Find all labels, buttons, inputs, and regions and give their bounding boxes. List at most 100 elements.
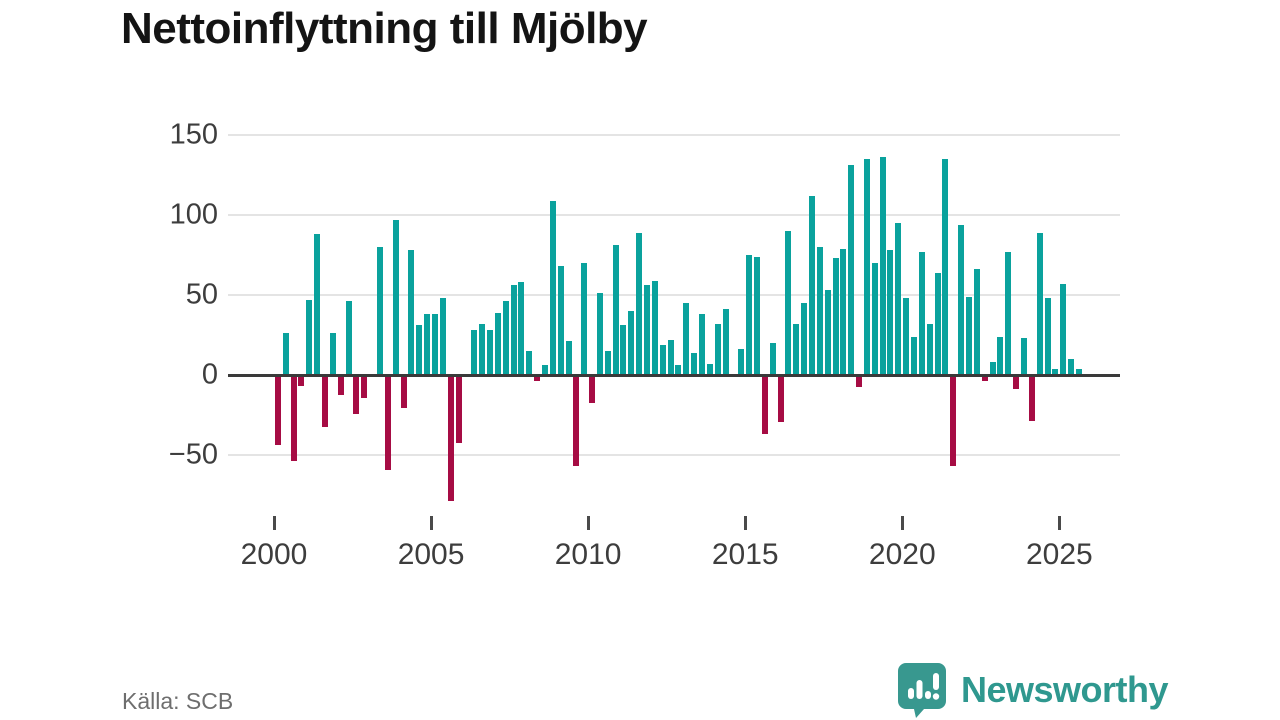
- chart-bar: [408, 250, 415, 375]
- chart-bar: [651, 280, 658, 375]
- chart-title: Nettoinflyttning till Mjölby: [121, 4, 648, 53]
- chart-bar: [942, 159, 949, 375]
- chart-bar: [840, 248, 847, 375]
- chart-bar: [557, 266, 564, 375]
- chart-bar: [1021, 338, 1027, 375]
- chart-bar: [958, 224, 965, 375]
- chart-bar: [675, 365, 682, 375]
- chart-bar: [801, 303, 808, 375]
- chart-bar: [1036, 232, 1043, 375]
- gridline-y-100: [228, 214, 1120, 216]
- chart-bar: [879, 157, 886, 375]
- chart-bar: [322, 376, 329, 428]
- chart-bar: [895, 223, 902, 375]
- newsworthy-bubble-icon: [898, 663, 946, 718]
- chart-bar: [699, 314, 706, 375]
- chart-bar: [659, 344, 666, 375]
- chart-bar: [1060, 283, 1067, 375]
- chart-bar: [431, 314, 438, 375]
- chart-bar: [714, 323, 721, 375]
- chart-bar: [871, 263, 878, 375]
- x-axis-label-2020: 2020: [868, 538, 936, 571]
- y-axis-label-150: 150: [169, 118, 218, 151]
- chart-bar: [612, 245, 619, 375]
- chart-bar: [706, 363, 713, 375]
- y-axis-label--50: −50: [168, 438, 218, 471]
- chart-bar: [738, 349, 745, 375]
- chart-bar: [455, 376, 462, 444]
- x-axis-label-2005: 2005: [397, 538, 465, 571]
- chart-bar: [644, 285, 651, 375]
- chart-bar: [722, 309, 729, 375]
- chart-bar: [753, 256, 760, 375]
- chart-bar: [863, 159, 870, 375]
- gridline-y-50: [228, 294, 1120, 296]
- chart-bar: [761, 376, 768, 434]
- gridline-y--50: [228, 454, 1120, 456]
- chart-bar: [824, 290, 831, 375]
- chart-bar: [989, 362, 996, 375]
- chart-bar: [377, 247, 384, 375]
- chart-bar: [290, 376, 297, 461]
- y-axis-label-50: 50: [185, 278, 218, 311]
- chart-bar: [1028, 376, 1035, 421]
- chart-bar: [1044, 298, 1051, 375]
- chart-bar: [966, 296, 973, 375]
- chart-bar: [934, 272, 941, 375]
- chart-bar: [314, 234, 321, 375]
- chart-bar: [392, 219, 399, 375]
- chart-bar: [573, 376, 580, 466]
- chart-bar: [534, 376, 541, 381]
- chart-bar: [518, 282, 525, 375]
- x-axis-tick-2000: [272, 516, 276, 530]
- x-axis-label-2010: 2010: [554, 538, 622, 571]
- chart-bar: [903, 298, 910, 375]
- x-axis-tick-2025: [1057, 516, 1061, 530]
- chart-bar: [911, 336, 918, 375]
- chart-bar: [447, 376, 454, 501]
- chart-bar: [683, 303, 690, 375]
- chart-bar: [1013, 376, 1020, 389]
- chart-bar: [746, 255, 753, 375]
- x-axis-tick-2020: [900, 516, 904, 530]
- chart-bar: [282, 333, 289, 375]
- chart-bar: [918, 251, 925, 375]
- chart-bar: [329, 333, 336, 375]
- chart-bar: [887, 250, 894, 375]
- chart-bar: [1052, 368, 1059, 375]
- chart-bar: [345, 301, 352, 375]
- chart-bar: [816, 247, 823, 375]
- chart-bar: [628, 311, 635, 375]
- chart-bar: [361, 376, 368, 399]
- chart-bar: [667, 339, 674, 375]
- chart-bar: [926, 323, 933, 375]
- x-axis-tick-2010: [586, 516, 590, 530]
- newsworthy-logo: Newsworthy: [898, 662, 1169, 718]
- chart-bar: [769, 343, 776, 375]
- chart-bar: [479, 323, 486, 375]
- source-label: Källa: SCB: [122, 688, 234, 714]
- newsworthy-wordmark: Newsworthy: [961, 669, 1169, 710]
- chart-bar: [997, 336, 1004, 375]
- chart-bar: [973, 269, 980, 375]
- chart-bar: [526, 351, 533, 375]
- chart-bar: [416, 325, 423, 375]
- chart-bar: [856, 376, 863, 388]
- chart-bar: [589, 376, 596, 404]
- chart-bar: [337, 376, 344, 396]
- chart-bar: [541, 365, 548, 375]
- y-axis-label-100: 100: [169, 198, 218, 231]
- x-axis-label-2015: 2015: [711, 538, 779, 571]
- chart-bar: [785, 231, 792, 375]
- chart-bar: [494, 312, 501, 375]
- chart-bar: [777, 376, 784, 423]
- chart-bar: [596, 293, 603, 375]
- chart-bar: [1005, 251, 1012, 375]
- x-axis-label-2000: 2000: [240, 538, 308, 571]
- chart-bar: [306, 299, 313, 375]
- chart-bar: [471, 330, 478, 375]
- chart-bar: [691, 352, 698, 375]
- x-axis-tick-2015: [743, 516, 747, 530]
